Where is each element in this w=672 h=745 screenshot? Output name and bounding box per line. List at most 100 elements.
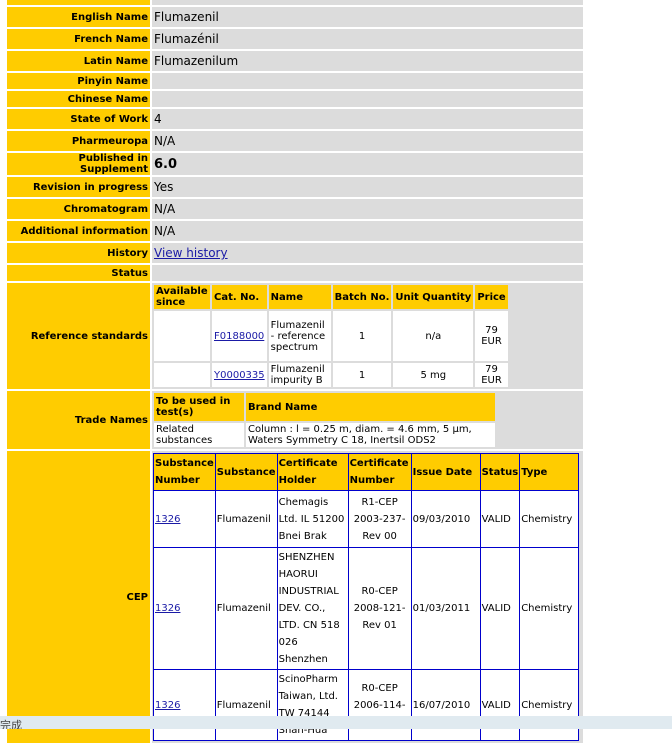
row-chromatogram: Chromatogram N/A: [7, 199, 583, 219]
label: Chinese Name: [7, 91, 150, 107]
row-pharmeuropa: Pharmeuropa N/A: [7, 131, 583, 151]
row-pinyin-name: Pinyin Name: [7, 73, 583, 89]
row-state-of-work: State of Work 4: [7, 109, 583, 129]
label: Published in Supplement: [7, 153, 150, 175]
monograph-table: English Name Flumazenil French Name Flumaz…: [5, 0, 585, 745]
col-header: Type: [519, 453, 580, 491]
table-row: Y0000335 Flumazenil impurity B 1 5 mg 79…: [154, 363, 508, 387]
since: [154, 311, 210, 361]
label: Pinyin Name: [7, 73, 150, 89]
value: Flumazenil: [152, 7, 583, 27]
col-header: Substance Number: [153, 453, 216, 491]
col-header: Cat. No.: [212, 285, 267, 309]
value: [152, 73, 583, 89]
substance: Flumazenil: [214, 490, 278, 548]
col-header: Available since: [154, 285, 210, 309]
cert-number: R0-CEP 2006-114-Rev 02: [347, 669, 412, 741]
row-french-name: French Name Flumazénil: [7, 29, 583, 49]
batch: 1: [332, 311, 392, 361]
row-status: Status: [7, 265, 583, 281]
table-row: 1326 Flumazenil ScinoPharm Taiwan, Ltd. …: [153, 669, 580, 741]
col-header: Issue Date: [410, 453, 481, 491]
cert-number: R0-CEP 2008-121-Rev 01: [347, 547, 412, 670]
brand: Column : l = 0.25 m, diam. = 4.6 mm, 5 µ…: [246, 423, 495, 447]
label: Status: [7, 265, 150, 281]
name: Flumazenil - reference spectrum: [268, 311, 331, 361]
row-chinese-name: Chinese Name: [7, 91, 583, 107]
row-latin-name: Latin Name Flumazenilum: [7, 51, 583, 71]
view-history-link[interactable]: View history: [154, 246, 228, 260]
value: [152, 91, 583, 107]
price: 79 EUR: [475, 311, 508, 361]
holder: ScinoPharm Taiwan, Ltd. TW 74144 Shan-Hu…: [276, 669, 349, 741]
value: N/A: [152, 131, 583, 151]
label: Reference standards: [7, 283, 150, 389]
col-header: Batch No.: [332, 285, 392, 309]
value: N/A: [152, 221, 583, 241]
cat-no-link[interactable]: Y0000335: [214, 369, 265, 381]
substance-number-link[interactable]: 1326: [155, 513, 181, 525]
value: Flumazénil: [152, 29, 583, 49]
status: VALID: [479, 490, 521, 548]
label: French Name: [7, 29, 150, 49]
status: VALID: [479, 547, 521, 670]
reference-standards-table: Available since Cat. No. Name Batch No. …: [152, 283, 510, 389]
col-header: Unit Quantity: [393, 285, 474, 309]
status-text: 完成: [0, 719, 22, 729]
label: Pharmeuropa: [7, 131, 150, 151]
substance-number-link[interactable]: 1326: [155, 603, 181, 614]
label: History: [7, 243, 150, 263]
col-header: Name: [268, 285, 331, 309]
issue-date: 16/07/2010: [410, 669, 481, 741]
row-history: History View history: [7, 243, 583, 263]
col-header: Certificate Number: [347, 453, 412, 491]
value: N/A: [152, 199, 583, 219]
price: 79 EUR: [475, 363, 508, 387]
row-revision: Revision in progress Yes: [7, 177, 583, 197]
name: Flumazenil impurity B: [268, 363, 331, 387]
col-header: To be used in test(s): [154, 393, 244, 421]
table-row: Related substances Column : l = 0.25 m, d…: [154, 423, 495, 447]
issue-date: 09/03/2010: [410, 490, 481, 548]
label: Latin Name: [7, 51, 150, 71]
value: 4: [152, 109, 583, 129]
substance: Flumazenil: [214, 547, 278, 670]
table-row: 1326 Flumazenil SHENZHEN HAORUI INDUSTRI…: [153, 547, 580, 670]
trade-names-table: To be used in test(s) Brand Name Related …: [152, 391, 497, 449]
table-row: F0188000 Flumazenil - reference spectrum…: [154, 311, 508, 361]
qty: n/a: [393, 311, 474, 361]
type: Chemistry: [519, 669, 580, 741]
batch: 1: [332, 363, 392, 387]
holder: Chemagis Ltd. IL 51200 Bnei Brak: [276, 490, 349, 548]
cat-no-link[interactable]: F0188000: [214, 330, 265, 342]
row-reference-standards: Reference standards Available since Cat.…: [7, 283, 583, 389]
value: 6.0: [152, 153, 583, 175]
cert-number: R1-CEP 2003-237-Rev 00: [347, 490, 412, 548]
label: Chromatogram: [7, 199, 150, 219]
qty: 5 mg: [393, 363, 474, 387]
substance-number-link[interactable]: 1326: [155, 699, 181, 711]
holder: SHENZHEN HAORUI INDUSTRIAL DEV. CO., LTD…: [276, 547, 349, 670]
value: Yes: [152, 177, 583, 197]
since: [154, 363, 210, 387]
col-header: Price: [475, 285, 508, 309]
label: CEP: [7, 451, 150, 743]
row-english-name: English Name Flumazenil: [7, 7, 583, 27]
col-header: Status: [479, 453, 521, 491]
type: Chemistry: [519, 490, 580, 548]
browser-status-bar: 完成: [0, 716, 672, 729]
col-header: Brand Name: [246, 393, 495, 421]
col-header: Certificate Holder: [276, 453, 349, 491]
type: Chemistry: [519, 547, 580, 670]
row-cep: CEP Substance Number Substance Certifica…: [7, 451, 583, 743]
issue-date: 01/03/2011: [410, 547, 481, 670]
substance: Flumazenil: [214, 669, 278, 741]
row-published: Published in Supplement 6.0: [7, 153, 583, 175]
cep-table: Substance Number Substance Certificate H…: [153, 453, 580, 741]
status: VALID: [479, 669, 521, 741]
value: [152, 265, 583, 281]
label: English Name: [7, 7, 150, 27]
col-header: Substance: [214, 453, 278, 491]
row-additional: Additional information N/A: [7, 221, 583, 241]
label: State of Work: [7, 109, 150, 129]
